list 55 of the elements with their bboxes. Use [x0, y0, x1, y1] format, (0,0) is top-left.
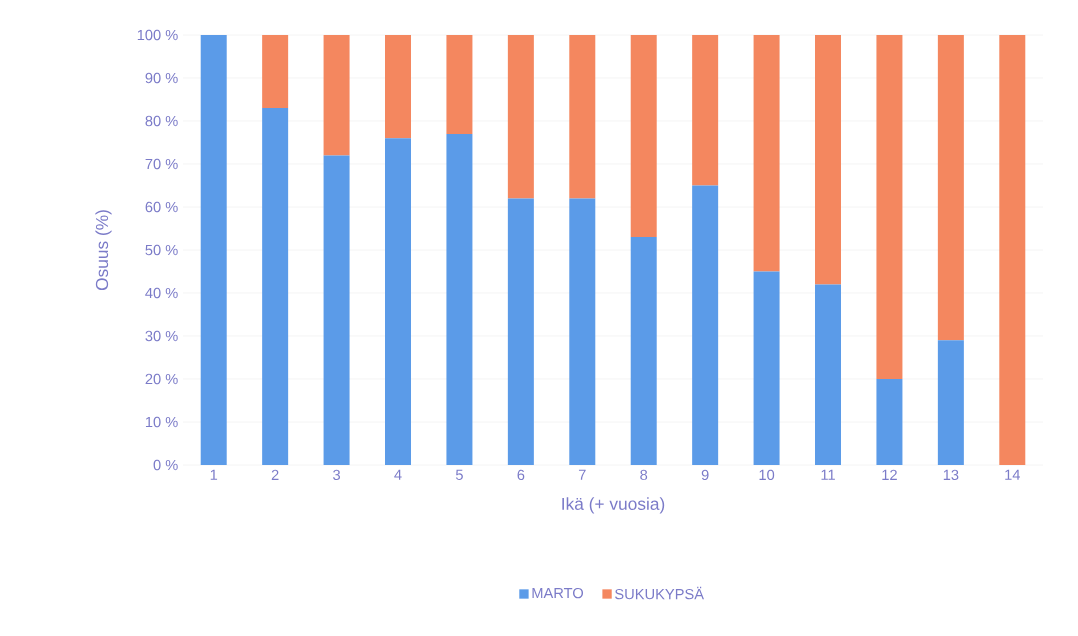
y-tick-label: 40 %	[145, 287, 178, 299]
bar	[507, 198, 534, 465]
bar	[876, 35, 903, 379]
x-tick-label: 11	[821, 469, 835, 480]
x-axis-title: Ikä (+ vuosia)	[562, 497, 665, 514]
x-tick-label: 10	[759, 469, 775, 481]
x-tick-label: 14	[1005, 469, 1021, 480]
y-tick-label: 80 %	[145, 115, 178, 127]
x-tick-label: 9	[701, 469, 709, 481]
bar	[385, 35, 411, 139]
bar	[200, 35, 227, 465]
y-tick-label: 50 %	[145, 244, 178, 256]
y-tick-label: 0 %	[153, 459, 178, 471]
bar	[323, 35, 350, 156]
x-tick-label: 8	[640, 469, 648, 481]
legend-label: SUKUKYPSÄ	[615, 586, 705, 600]
x-tick-label: 5	[455, 469, 463, 480]
bar	[630, 35, 657, 238]
y-tick-label: 60 %	[145, 201, 178, 213]
y-tick-label: 10 %	[145, 416, 178, 428]
x-tick-label: 7	[578, 469, 586, 480]
bar	[753, 35, 780, 272]
x-tick-label: 13	[943, 469, 959, 481]
bar	[815, 35, 841, 285]
bar	[385, 138, 411, 465]
legend-label: MARTO	[532, 587, 584, 599]
bar	[937, 340, 964, 465]
bar	[507, 35, 534, 199]
bar	[692, 185, 719, 465]
x-tick-label: 3	[333, 469, 340, 481]
bar	[262, 35, 289, 109]
bar	[630, 237, 657, 465]
bar	[937, 35, 964, 341]
y-tick-label: 20 %	[145, 373, 178, 385]
bar	[999, 35, 1026, 465]
x-tick-label: 4	[394, 469, 402, 480]
x-tick-label: 2	[271, 469, 279, 480]
y-tick-label: 70 %	[145, 158, 178, 170]
x-tick-label: 6	[517, 469, 525, 481]
bar	[569, 198, 596, 465]
bar	[323, 155, 350, 465]
bar	[753, 271, 780, 465]
bar	[569, 35, 596, 199]
y-tick-label: 100 %	[137, 29, 178, 41]
x-tick-label: 1	[210, 469, 218, 480]
bar	[446, 133, 473, 465]
y-tick-label: 30 %	[145, 330, 178, 342]
y-tick-label: 90 %	[145, 72, 178, 84]
y-axis-title: Osuus (%)	[95, 210, 112, 291]
x-tick-label: 12	[882, 469, 897, 480]
bar	[876, 379, 903, 465]
bar	[262, 108, 289, 465]
bar	[815, 284, 841, 465]
bar	[692, 35, 719, 186]
bar	[446, 35, 473, 134]
